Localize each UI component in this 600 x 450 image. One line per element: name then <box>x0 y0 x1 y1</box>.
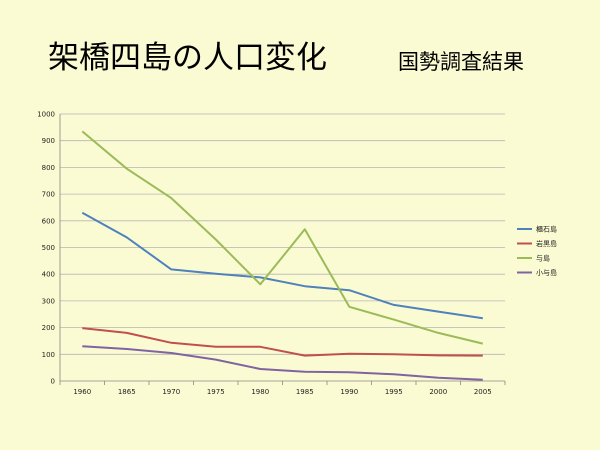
y-tick-label: 0 <box>51 378 55 386</box>
x-tick-label: 1975 <box>207 388 225 396</box>
legend-label: 岩黒島 <box>536 239 557 248</box>
x-tick-label: 1995 <box>385 388 403 396</box>
y-tick-label: 600 <box>42 217 55 225</box>
x-tick-label: 1985 <box>296 388 314 396</box>
series-line-3 <box>82 345 483 381</box>
y-tick-label: 400 <box>42 271 55 279</box>
y-tick-label: 200 <box>42 324 55 332</box>
legend-label: 小与島 <box>536 268 557 277</box>
y-tick-label: 800 <box>42 164 55 172</box>
series-line-2 <box>81 130 484 345</box>
y-tick-label: 500 <box>42 244 55 252</box>
x-tick-label: 1990 <box>340 388 358 396</box>
y-tick-label: 700 <box>42 191 55 199</box>
x-tick-label: 2000 <box>429 388 447 396</box>
y-tick-label: 1000 <box>37 111 55 119</box>
x-tick-labels: 1960 1865 1970 1975 1980 1985 1990 1995 2000 2005 <box>73 388 491 396</box>
x-tick-label: 1980 <box>251 388 269 396</box>
y-tick-labels: 0 100 200 300 400 500 600 700 800 900 1000 <box>37 111 55 386</box>
series-line-1 <box>82 327 483 357</box>
legend-label: 櫃石島 <box>536 225 557 234</box>
series-line-0 <box>81 211 483 320</box>
x-tick-label: 2005 <box>474 388 492 396</box>
legend-label: 与島 <box>536 254 550 263</box>
x-tick-label: 1960 <box>73 388 91 396</box>
y-tick-label: 100 <box>42 351 55 359</box>
grid <box>60 113 505 355</box>
series-lines <box>81 130 484 381</box>
chart-title: 架橋四島の人口変化 <box>48 40 327 76</box>
axes <box>59 114 506 385</box>
y-tick-label: 300 <box>42 297 55 305</box>
y-tick-label: 900 <box>42 137 55 145</box>
chart-subtitle: 国勢調査結果 <box>398 50 524 74</box>
x-tick-label: 1865 <box>118 388 136 396</box>
x-tick-label: 1970 <box>162 388 180 396</box>
